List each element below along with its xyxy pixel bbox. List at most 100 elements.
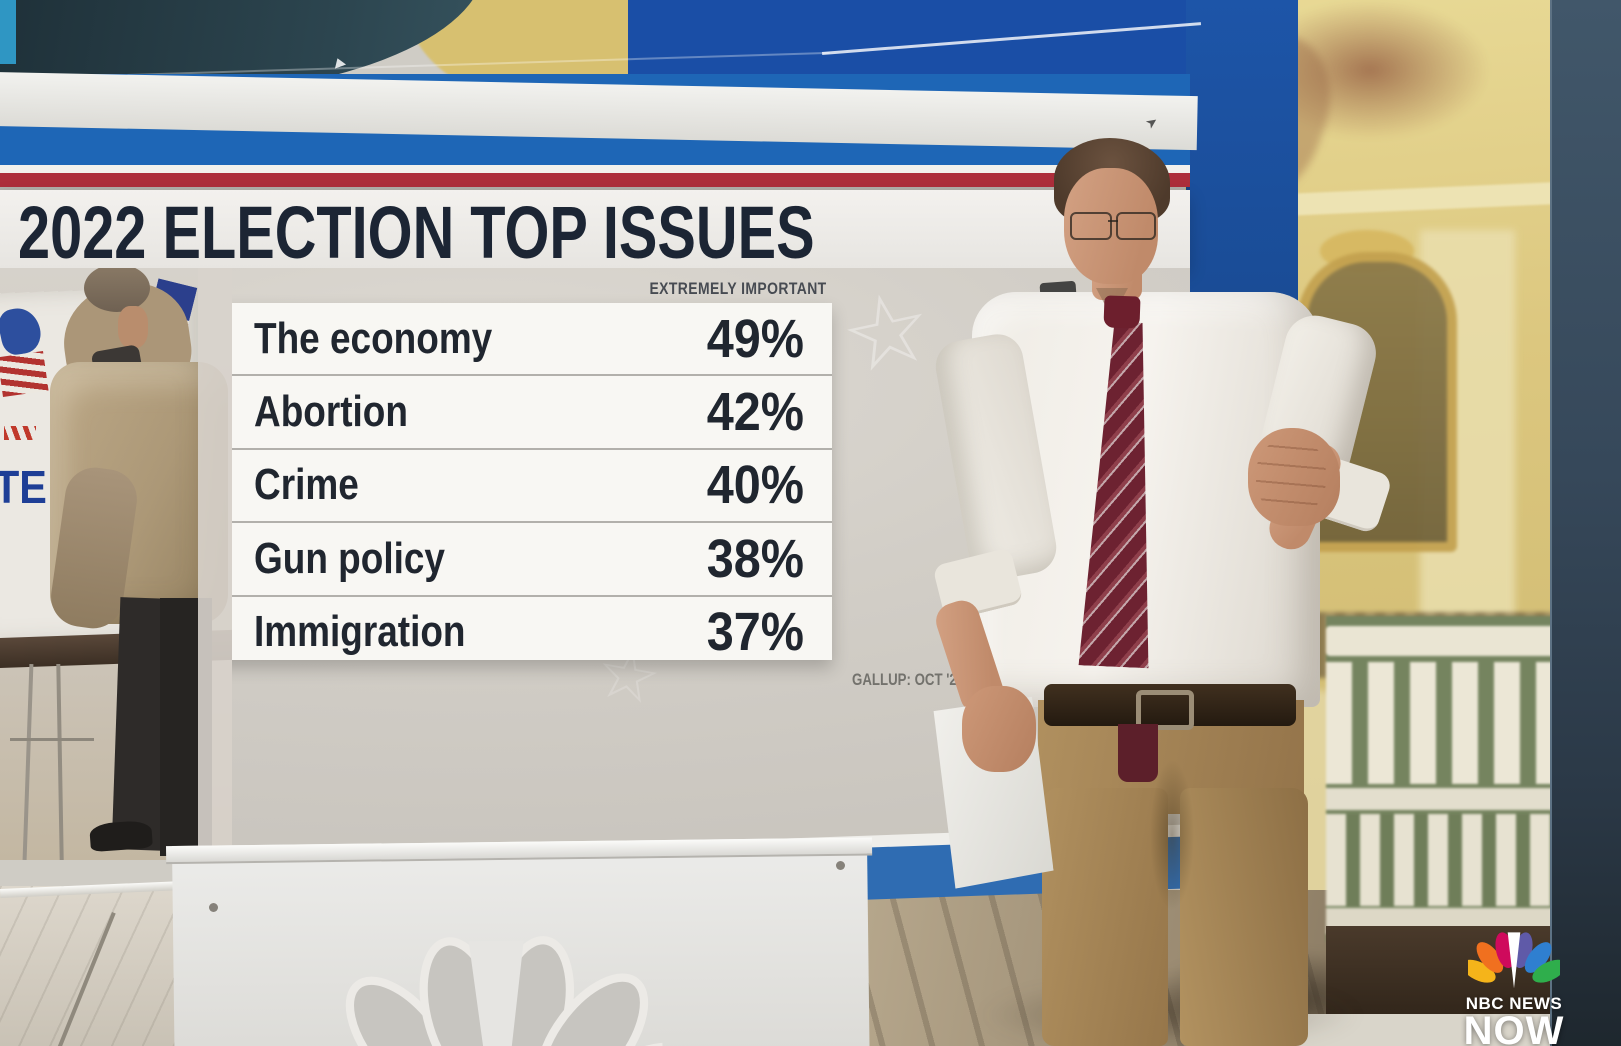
presenter-hair bbox=[1054, 138, 1170, 224]
network-name: NBC NEWS bbox=[1465, 994, 1563, 1013]
voting-booth-photo: TE bbox=[0, 268, 232, 860]
table-row: Crime 40% bbox=[192, 450, 832, 524]
glasses-bridge bbox=[1108, 220, 1118, 222]
glasses-icon bbox=[1070, 212, 1112, 240]
table-row: Abortion 42% bbox=[192, 376, 832, 450]
studio-dark-arch bbox=[0, 0, 484, 98]
vote-text-fragment: TE bbox=[0, 461, 47, 513]
marble-floor-left bbox=[0, 886, 860, 1046]
belt-buckle bbox=[1136, 690, 1194, 730]
studio-gold-mural bbox=[1169, 0, 1576, 1030]
issue-label: Abortion bbox=[254, 387, 408, 437]
table-row: The economy 49% bbox=[192, 303, 832, 377]
flag-sticker-stripes bbox=[0, 350, 49, 398]
balustrade-mid-rail bbox=[1326, 788, 1556, 810]
issue-label: The economy bbox=[254, 313, 493, 363]
issue-value: 42% bbox=[706, 382, 804, 443]
mural-light-band bbox=[1174, 181, 1576, 221]
board-blue-band bbox=[0, 74, 1190, 174]
presenter-hand bbox=[1248, 428, 1340, 526]
photo-right-wall bbox=[198, 268, 232, 860]
source-attribution: GALLUP: OCT '2 bbox=[852, 670, 986, 690]
presenter-upper-sleeve bbox=[1253, 309, 1383, 489]
booth-crossbar bbox=[10, 738, 94, 741]
presenter-lower-sleeve bbox=[931, 330, 1061, 584]
pants-crease-shadow bbox=[1150, 760, 1194, 910]
star-watermark: ☆ bbox=[831, 267, 943, 397]
voter-leg bbox=[160, 598, 212, 856]
issues-table: The economy 49% Abortion 42% Crime 40% G… bbox=[192, 303, 832, 662]
presenter-sleeve-cuff bbox=[932, 547, 1024, 622]
vote-text: TE bbox=[0, 460, 53, 514]
presenter-forearm bbox=[1263, 436, 1347, 556]
occluded-social-icon bbox=[1039, 280, 1077, 300]
glass-corner-glint bbox=[332, 56, 346, 69]
small-us-flag bbox=[138, 278, 198, 368]
voter-leg bbox=[111, 597, 175, 851]
presenter-neck bbox=[1092, 262, 1142, 300]
booth-fine-print bbox=[84, 444, 132, 454]
booth-leg bbox=[22, 663, 34, 860]
presenter-shirt bbox=[972, 292, 1320, 707]
studio-blue-panel-top bbox=[628, 0, 1202, 118]
glass-edge bbox=[822, 22, 1202, 55]
balustrade-row-lower bbox=[1326, 814, 1556, 906]
board-white-shelf bbox=[0, 72, 1198, 151]
mural-lower-mirror bbox=[1240, 690, 1375, 925]
paper-notes bbox=[924, 696, 1055, 890]
booth-counter bbox=[0, 629, 232, 669]
flag-stripes bbox=[138, 311, 190, 368]
cursor-icon: ➤ bbox=[1142, 112, 1161, 133]
issue-label: Gun policy bbox=[254, 533, 445, 583]
booth-panel bbox=[0, 286, 198, 644]
issue-label: Immigration bbox=[254, 607, 466, 657]
mural-rust-streak bbox=[1169, 12, 1351, 218]
presenter-hand bbox=[962, 686, 1036, 772]
pedestal-ledge bbox=[166, 837, 873, 865]
table-row: Immigration 37% bbox=[192, 597, 832, 668]
balustrade-print bbox=[1326, 616, 1556, 942]
voter-face bbox=[118, 306, 148, 348]
studio-gold-wedge bbox=[405, 0, 657, 98]
marble-floor-strip bbox=[1196, 1014, 1596, 1046]
network-service: NOW bbox=[1463, 1009, 1565, 1046]
studio-pedestal bbox=[166, 837, 873, 1046]
voter-hair bbox=[84, 268, 150, 312]
nbc-peacock-watermark-icon bbox=[345, 936, 665, 1046]
column-header: EXTREMELY IMPORTANT bbox=[628, 279, 848, 299]
glass-bottom-edge bbox=[0, 851, 862, 898]
issue-value: 37% bbox=[706, 602, 804, 663]
nbc-peacock-icon bbox=[1468, 932, 1560, 989]
balustrade-top-rail bbox=[1326, 626, 1556, 656]
voter-jacket bbox=[50, 362, 228, 624]
mural-gilded-arch bbox=[1297, 252, 1457, 552]
presenter-pants-hip bbox=[1038, 700, 1304, 814]
table-row: Gun policy 38% bbox=[192, 523, 832, 597]
pencil-glyph: ✎ bbox=[1047, 304, 1073, 335]
voter-shoe bbox=[89, 819, 153, 853]
page-title-text: 2022 ELECTION TOP ISSUES bbox=[18, 191, 815, 274]
stand-rod bbox=[55, 912, 116, 1046]
tie-tail bbox=[1118, 724, 1158, 782]
tie-knot bbox=[1103, 295, 1141, 329]
marble-floor-center bbox=[836, 890, 1376, 1046]
issue-value: 49% bbox=[706, 308, 804, 369]
red-marks bbox=[4, 426, 36, 440]
balustrade-bottom-rail bbox=[1326, 908, 1556, 934]
board-red-stripe bbox=[0, 173, 1190, 187]
presenter-belt bbox=[1044, 684, 1296, 726]
issue-label: Crime bbox=[254, 460, 359, 510]
presenter-tie bbox=[1079, 321, 1164, 669]
booth-leg bbox=[56, 663, 64, 860]
board-content-area bbox=[0, 268, 1190, 845]
hand-finger-lines bbox=[1256, 438, 1326, 516]
voter-sleeve bbox=[47, 463, 141, 633]
floor-dark-streak bbox=[1140, 950, 1430, 1046]
flag-sticker-blue bbox=[0, 304, 45, 358]
collar-shadow bbox=[1096, 288, 1128, 318]
mural-arch-crown bbox=[1320, 230, 1414, 272]
presenter-floor-shadow bbox=[980, 980, 1360, 1046]
mural-speckle-band bbox=[1255, 612, 1555, 678]
issue-value: 40% bbox=[706, 455, 804, 516]
headline-band bbox=[0, 190, 1190, 268]
